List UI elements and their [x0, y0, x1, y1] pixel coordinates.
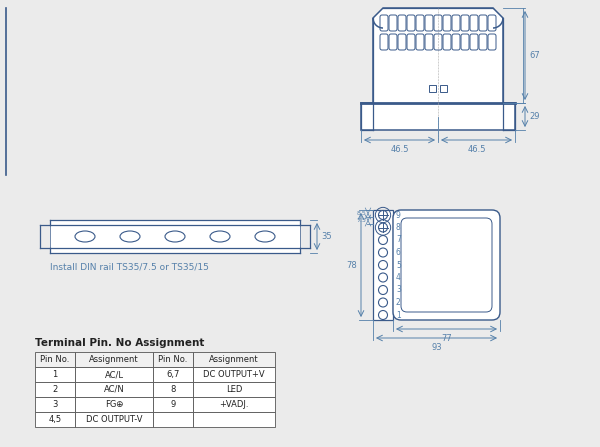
Text: FG: FG	[106, 400, 116, 409]
Ellipse shape	[75, 231, 95, 242]
Bar	[429, 85, 436, 92]
Text: 7.5: 7.5	[356, 218, 366, 223]
Text: +VADJ.: +VADJ.	[219, 400, 249, 409]
Bar	[35, 412, 75, 427]
Text: 9: 9	[170, 400, 176, 409]
Text: 4,5: 4,5	[49, 415, 62, 424]
Bar	[35, 397, 75, 412]
FancyBboxPatch shape	[393, 210, 500, 320]
Bar	[193, 367, 275, 382]
Text: 2: 2	[52, 385, 58, 394]
Text: 46.5: 46.5	[390, 145, 409, 154]
Ellipse shape	[255, 231, 275, 242]
Text: 3: 3	[52, 400, 58, 409]
Text: 3: 3	[396, 286, 401, 295]
Text: 8: 8	[170, 385, 176, 394]
Bar	[440, 85, 447, 92]
Bar	[75, 352, 153, 367]
Text: LED: LED	[226, 385, 242, 394]
Bar	[193, 412, 275, 427]
Text: 29: 29	[529, 112, 539, 121]
Circle shape	[379, 261, 388, 270]
Bar	[153, 367, 193, 382]
Text: 7: 7	[396, 236, 401, 245]
Text: ⊕: ⊕	[115, 400, 123, 409]
Ellipse shape	[210, 231, 230, 242]
Text: 67: 67	[529, 51, 540, 60]
Text: AC/L: AC/L	[104, 370, 124, 379]
Bar	[75, 397, 153, 412]
Bar	[35, 367, 75, 382]
Bar	[75, 382, 153, 397]
Text: 6: 6	[396, 248, 401, 257]
Text: 77: 77	[441, 334, 452, 343]
Bar	[153, 397, 193, 412]
Text: DC OUTPUT-V: DC OUTPUT-V	[86, 415, 142, 424]
Circle shape	[379, 248, 388, 257]
Text: Assignment: Assignment	[89, 355, 139, 364]
Text: 9: 9	[396, 211, 401, 219]
Ellipse shape	[120, 231, 140, 242]
Circle shape	[379, 223, 388, 232]
Circle shape	[379, 311, 388, 320]
Bar	[75, 367, 153, 382]
Text: Assignment: Assignment	[209, 355, 259, 364]
Text: 78: 78	[346, 261, 357, 270]
Text: Pin No.: Pin No.	[40, 355, 70, 364]
Text: 1: 1	[396, 311, 401, 320]
Bar	[35, 382, 75, 397]
Bar	[153, 352, 193, 367]
Text: 8: 8	[396, 223, 401, 232]
Bar	[153, 382, 193, 397]
Bar	[50, 220, 300, 253]
Text: DC OUTPUT+V: DC OUTPUT+V	[203, 370, 265, 379]
Bar	[75, 412, 153, 427]
Text: Terminal Pin. No Assignment: Terminal Pin. No Assignment	[35, 338, 205, 348]
Text: 5: 5	[396, 261, 401, 270]
Bar	[35, 352, 75, 367]
Bar	[373, 210, 393, 320]
Text: 35: 35	[321, 232, 332, 241]
Text: 2: 2	[396, 298, 401, 307]
Bar	[193, 352, 275, 367]
Text: 93: 93	[431, 343, 442, 352]
Bar	[153, 412, 193, 427]
Circle shape	[379, 211, 388, 219]
Text: 46.5: 46.5	[467, 145, 486, 154]
Circle shape	[379, 273, 388, 282]
Circle shape	[379, 286, 388, 295]
Text: 4: 4	[396, 273, 401, 282]
Circle shape	[379, 298, 388, 307]
Text: 6,7: 6,7	[166, 370, 179, 379]
Text: Install DIN rail TS35/7.5 or TS35/15: Install DIN rail TS35/7.5 or TS35/15	[50, 263, 209, 272]
Bar	[193, 382, 275, 397]
Bar	[193, 397, 275, 412]
Polygon shape	[361, 8, 515, 130]
Text: 8.5: 8.5	[356, 211, 366, 216]
Ellipse shape	[165, 231, 185, 242]
Text: 1: 1	[52, 370, 58, 379]
Circle shape	[379, 236, 388, 245]
Text: AC/N: AC/N	[104, 385, 124, 394]
Text: Pin No.: Pin No.	[158, 355, 188, 364]
